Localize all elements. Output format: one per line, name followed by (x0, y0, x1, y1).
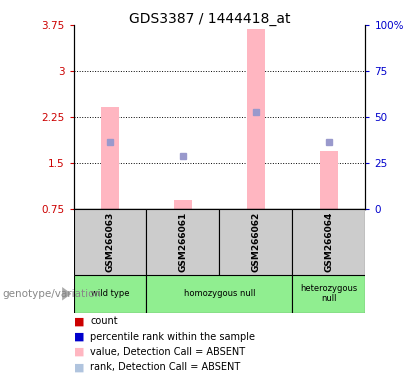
Bar (247, 29, 265, 209)
Text: genotype/variation: genotype/variation (2, 289, 101, 299)
Text: GSM266063: GSM266063 (105, 212, 115, 272)
Bar (320, 151, 338, 209)
Bar (292, 209, 365, 275)
Text: GSM266062: GSM266062 (252, 212, 260, 272)
Text: ■: ■ (74, 332, 84, 342)
Bar (74, 209, 147, 275)
Text: GSM266064: GSM266064 (324, 212, 333, 272)
Text: ■: ■ (74, 347, 84, 357)
Bar (292, 275, 365, 313)
Text: GDS3387 / 1444418_at: GDS3387 / 1444418_at (129, 12, 291, 26)
Bar (147, 275, 292, 313)
Bar (147, 209, 220, 275)
Text: percentile rank within the sample: percentile rank within the sample (90, 332, 255, 342)
Polygon shape (62, 287, 71, 301)
Text: GSM266061: GSM266061 (178, 212, 187, 272)
Bar (174, 200, 192, 209)
Text: wild type: wild type (91, 289, 129, 298)
Text: value, Detection Call = ABSENT: value, Detection Call = ABSENT (90, 347, 245, 357)
Bar (74, 275, 147, 313)
Bar (220, 209, 292, 275)
Bar (101, 107, 119, 209)
Text: count: count (90, 316, 118, 326)
Text: homozygous null: homozygous null (184, 289, 255, 298)
Text: ■: ■ (74, 316, 84, 326)
Text: heterozygous
null: heterozygous null (300, 284, 357, 303)
Text: rank, Detection Call = ABSENT: rank, Detection Call = ABSENT (90, 362, 241, 372)
Text: ■: ■ (74, 362, 84, 372)
